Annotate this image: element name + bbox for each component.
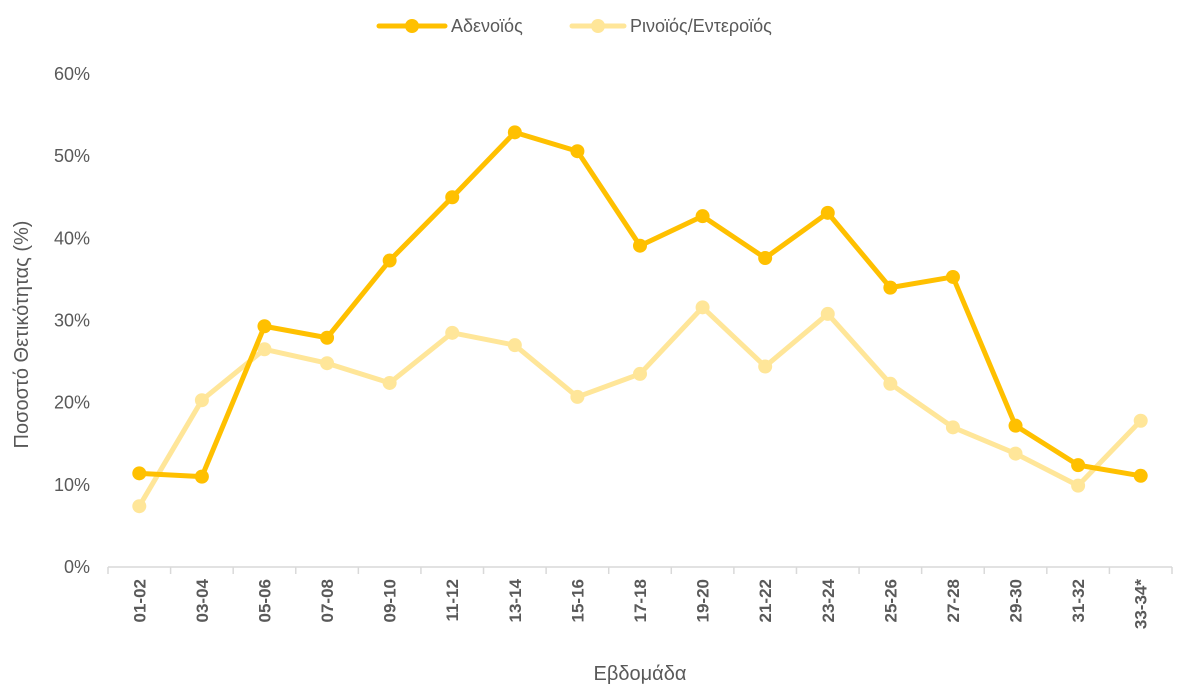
data-point	[820, 205, 835, 220]
data-point	[507, 125, 522, 140]
legend-item-1: Ρινοϊός/Εντεροϊός	[569, 16, 772, 36]
y-axis-title: Ποσοστό Θετικότητας (%)	[11, 221, 33, 449]
x-tick-label: 29-30	[1007, 579, 1026, 622]
series-line	[136, 304, 1144, 509]
data-point	[382, 375, 397, 390]
legend: Αδενοϊός Ρινοϊός/Εντεροϊός	[376, 16, 772, 36]
data-point	[1008, 418, 1023, 433]
data-point	[320, 356, 335, 371]
legend-label: Ρινοϊός/Εντεροϊός	[630, 16, 772, 36]
x-tick-label: 13-14	[506, 578, 525, 622]
series-1	[132, 300, 1148, 514]
y-tick-label: 40%	[54, 228, 90, 248]
data-point	[194, 469, 209, 484]
x-tick-label: 11-12	[443, 579, 462, 622]
data-point	[320, 330, 335, 345]
data-point	[1071, 478, 1086, 493]
x-tick-label: 01-02	[130, 579, 149, 622]
x-axis-ticks: 01-02 03-04 05-06 07-08 09-10 11-12 13-14 15-16…	[107, 567, 1173, 629]
x-tick-label: 19-20	[694, 579, 713, 622]
y-tick-label: 10%	[54, 475, 90, 495]
legend-item-0: Αδενοϊός	[376, 16, 523, 36]
data-point	[507, 338, 522, 353]
data-point	[382, 253, 397, 268]
x-tick-label: 25-26	[881, 579, 900, 622]
data-point	[194, 393, 209, 408]
x-tick-label: 31-32	[1069, 579, 1088, 622]
legend-marker	[591, 19, 605, 33]
data-point	[758, 359, 773, 374]
x-tick-label: 15-16	[568, 579, 587, 622]
series-group	[132, 125, 1148, 514]
data-point	[132, 499, 147, 514]
data-point	[445, 325, 460, 340]
x-tick-label: 23-24	[819, 578, 838, 622]
data-point	[883, 376, 898, 391]
y-tick-label: 30%	[54, 311, 90, 331]
data-point	[695, 209, 710, 224]
x-tick-label: 05-06	[255, 579, 274, 622]
x-tick-label: 09-10	[381, 579, 400, 622]
x-tick-label: 33-34*	[1132, 579, 1151, 629]
data-point	[1008, 446, 1023, 461]
y-tick-label: 60%	[54, 64, 90, 84]
x-tick-label: 03-04	[193, 578, 212, 622]
data-point	[257, 319, 272, 334]
legend-marker	[405, 19, 419, 33]
data-point	[570, 144, 585, 159]
data-point	[695, 300, 710, 315]
x-tick-label: 21-22	[756, 579, 775, 622]
data-point	[633, 238, 647, 253]
data-point	[257, 342, 272, 357]
x-axis-title: Εβδομάδα	[594, 663, 687, 685]
data-point	[820, 306, 835, 321]
data-point	[570, 389, 585, 404]
data-point	[445, 190, 460, 205]
x-tick-label: 27-28	[944, 579, 963, 622]
y-axis-ticks: 0% 10% 20% 30% 40% 50% 60%	[54, 64, 90, 577]
data-point	[1133, 413, 1148, 428]
data-point	[758, 251, 773, 266]
data-point	[132, 466, 147, 481]
data-point	[633, 366, 647, 381]
data-point	[945, 269, 960, 284]
data-point	[1071, 458, 1086, 473]
x-tick-label: 17-18	[631, 579, 650, 622]
data-point	[883, 280, 898, 295]
legend-label: Αδενοϊός	[451, 16, 523, 36]
series-0	[132, 125, 1148, 484]
y-tick-label: 20%	[54, 393, 90, 413]
data-point	[945, 420, 960, 435]
x-tick-label: 07-08	[318, 579, 337, 622]
y-tick-label: 0%	[64, 557, 90, 577]
series-line	[136, 129, 1144, 480]
data-point	[1133, 468, 1148, 483]
y-tick-label: 50%	[54, 146, 90, 166]
